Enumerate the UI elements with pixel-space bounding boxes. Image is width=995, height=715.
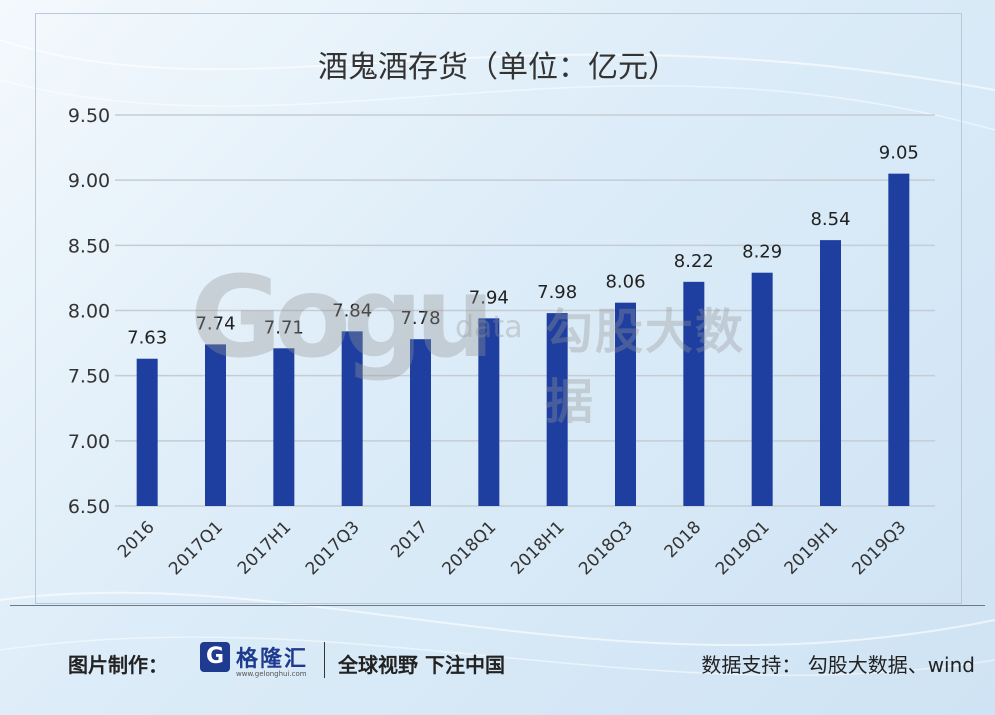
- y-tick-label: 6.50: [68, 496, 110, 518]
- y-tick-label: 8.50: [68, 235, 110, 257]
- made-by-label: 图片制作：: [68, 653, 168, 677]
- data-label: 7.94: [469, 287, 509, 308]
- bar-chart: 酒鬼酒存货（单位：亿元） 6.50 7.00 7.50 8.00 8.50 9.00 9.50…: [68, 50, 935, 579]
- chart-frame: [35, 13, 962, 604]
- brand-name: 格隆汇: [236, 647, 309, 672]
- bar: [820, 240, 841, 506]
- bar: [205, 344, 226, 506]
- data-label: 8.22: [674, 251, 714, 272]
- y-tick-label: 7.50: [68, 366, 110, 388]
- x-tick-label: 2019Q3: [849, 517, 911, 579]
- bar: [478, 318, 500, 506]
- brand-logo-icon: G: [200, 642, 230, 672]
- y-tick-label: 9.00: [68, 170, 110, 192]
- slogan: 全球视野 下注中国: [338, 653, 505, 677]
- x-tick-label: 2019Q1: [712, 517, 774, 579]
- data-label: 7.78: [400, 308, 440, 329]
- data-label: 7.84: [332, 300, 372, 321]
- bar: [888, 173, 910, 506]
- bar: [273, 348, 295, 506]
- bar: [410, 339, 431, 506]
- brand-separator: [324, 642, 325, 678]
- bar: [751, 272, 773, 506]
- x-tick-label: 2018Q3: [575, 517, 637, 579]
- y-tick-label: 9.50: [68, 105, 110, 127]
- data-label: 7.63: [127, 328, 167, 349]
- x-tick-label: 2017: [387, 517, 432, 562]
- x-tick-label: 2018H1: [507, 517, 568, 578]
- data-label: 7.98: [537, 282, 577, 303]
- x-tick-label: 2019H1: [781, 517, 842, 578]
- bar: [341, 331, 363, 506]
- y-tick-label: 8.00: [68, 301, 110, 323]
- data-label: 9.05: [879, 143, 919, 164]
- x-tick-label: 2017Q3: [302, 517, 364, 579]
- data-source: 数据支持： 勾股大数据、wind: [701, 653, 975, 677]
- bar: [615, 302, 636, 506]
- data-label: 7.74: [195, 313, 235, 334]
- data-label: 8.54: [810, 209, 850, 230]
- x-tick-label: 2016: [114, 517, 159, 562]
- footer-divider: [10, 605, 985, 606]
- brand-url: www.gelonghui.com: [236, 670, 307, 678]
- bar: [546, 313, 568, 506]
- data-label: 8.29: [742, 242, 782, 263]
- data-label: 7.71: [264, 317, 304, 338]
- bar: [683, 281, 705, 506]
- data-label: 8.06: [605, 272, 645, 293]
- x-tick-label: 2017H1: [234, 517, 295, 578]
- x-tick-label: 2018Q1: [439, 517, 501, 579]
- x-tick-label: 2018: [661, 517, 706, 562]
- x-tick-label: 2017Q1: [165, 517, 227, 579]
- bar: [136, 358, 158, 506]
- y-tick-label: 7.00: [68, 431, 110, 453]
- footer: 图片制作： G 格隆汇 www.gelonghui.com 全球视野 下注中国 …: [0, 632, 995, 692]
- chart-title: 酒鬼酒存货（单位：亿元）: [318, 50, 678, 85]
